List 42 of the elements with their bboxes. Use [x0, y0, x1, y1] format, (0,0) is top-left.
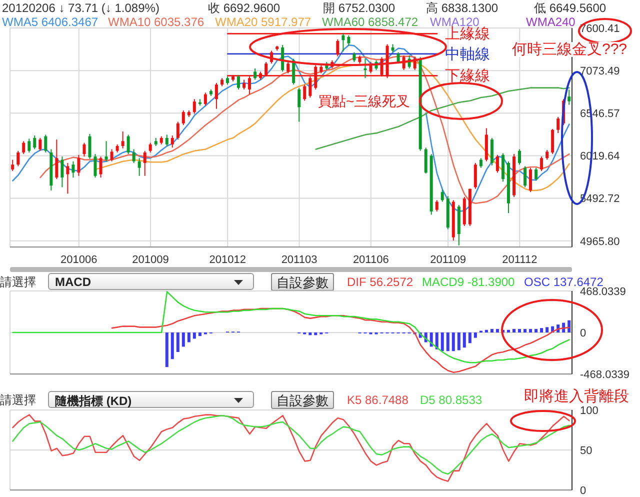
annotation: 買點~三線死叉 — [318, 93, 410, 109]
legend-label: WMA240 — [526, 15, 576, 29]
text: 收 6692.9600 — [208, 1, 280, 15]
y-tick-label: 7073.49 — [580, 65, 620, 78]
x-tick-label: 201012 — [209, 254, 246, 266]
series-label: K5 86.7488 — [347, 393, 408, 407]
series-label: 下緣線 — [445, 68, 490, 85]
text: WMA5 6406.3467 — [2, 15, 98, 29]
y-tick-label: 7600.41 — [580, 22, 620, 35]
text: 20120206 ↓ 73.71 (↓ 1.089%) — [2, 1, 160, 15]
text: 自設參數 — [276, 393, 328, 408]
y-tick-label: 4965.80 — [580, 236, 620, 248]
text: 請選擇 — [0, 275, 36, 289]
x-tick-label: 201006 — [60, 254, 98, 266]
series-label: 上緣線 — [445, 26, 490, 43]
text: MACD9 -81.3900 — [422, 275, 515, 289]
text: WMA60 6858.472 — [322, 15, 418, 29]
y-tick-label: 0 — [580, 484, 586, 497]
x-tick-label: 201109 — [430, 254, 466, 266]
x-tick-label: 201112 — [502, 254, 538, 266]
text: DIF 56.2572 — [347, 275, 414, 289]
text: 高 6838.1300 — [426, 1, 498, 15]
text: MACD — [55, 275, 91, 289]
text: 即將進入背離段 — [524, 388, 629, 405]
y-tick-label: -468.0339 — [580, 368, 630, 381]
text: 隨機指標 (KD) — [55, 393, 132, 410]
text: 自設參數 — [276, 275, 328, 290]
text: WMA20 5917.977 — [215, 15, 312, 29]
text: 低 6649.5600 — [534, 1, 606, 15]
x-tick-label: 201103 — [281, 254, 318, 266]
x-tick-label: 201106 — [352, 254, 389, 266]
y-tick-label: 0 — [580, 327, 586, 340]
y-tick-label: 468.0339 — [580, 286, 626, 298]
text: WMA10 6035.376 — [108, 15, 204, 29]
y-tick-label: 50 — [580, 444, 592, 457]
x-tick-label: 201009 — [132, 254, 169, 266]
text: D5 80.8533 — [420, 393, 482, 407]
y-tick-label: 100 — [580, 404, 598, 417]
text: 開 6752.0300 — [323, 1, 396, 15]
annotation: 何時三線金叉??? — [512, 41, 628, 58]
series-label: 中軸線 — [445, 46, 490, 63]
text: 請選擇 — [0, 393, 36, 407]
